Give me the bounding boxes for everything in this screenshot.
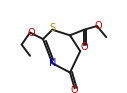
- Text: O: O: [71, 85, 78, 93]
- Text: N: N: [49, 58, 56, 68]
- Text: O: O: [27, 28, 35, 38]
- Text: O: O: [80, 41, 88, 52]
- Text: O: O: [94, 21, 102, 31]
- Text: S: S: [49, 23, 55, 33]
